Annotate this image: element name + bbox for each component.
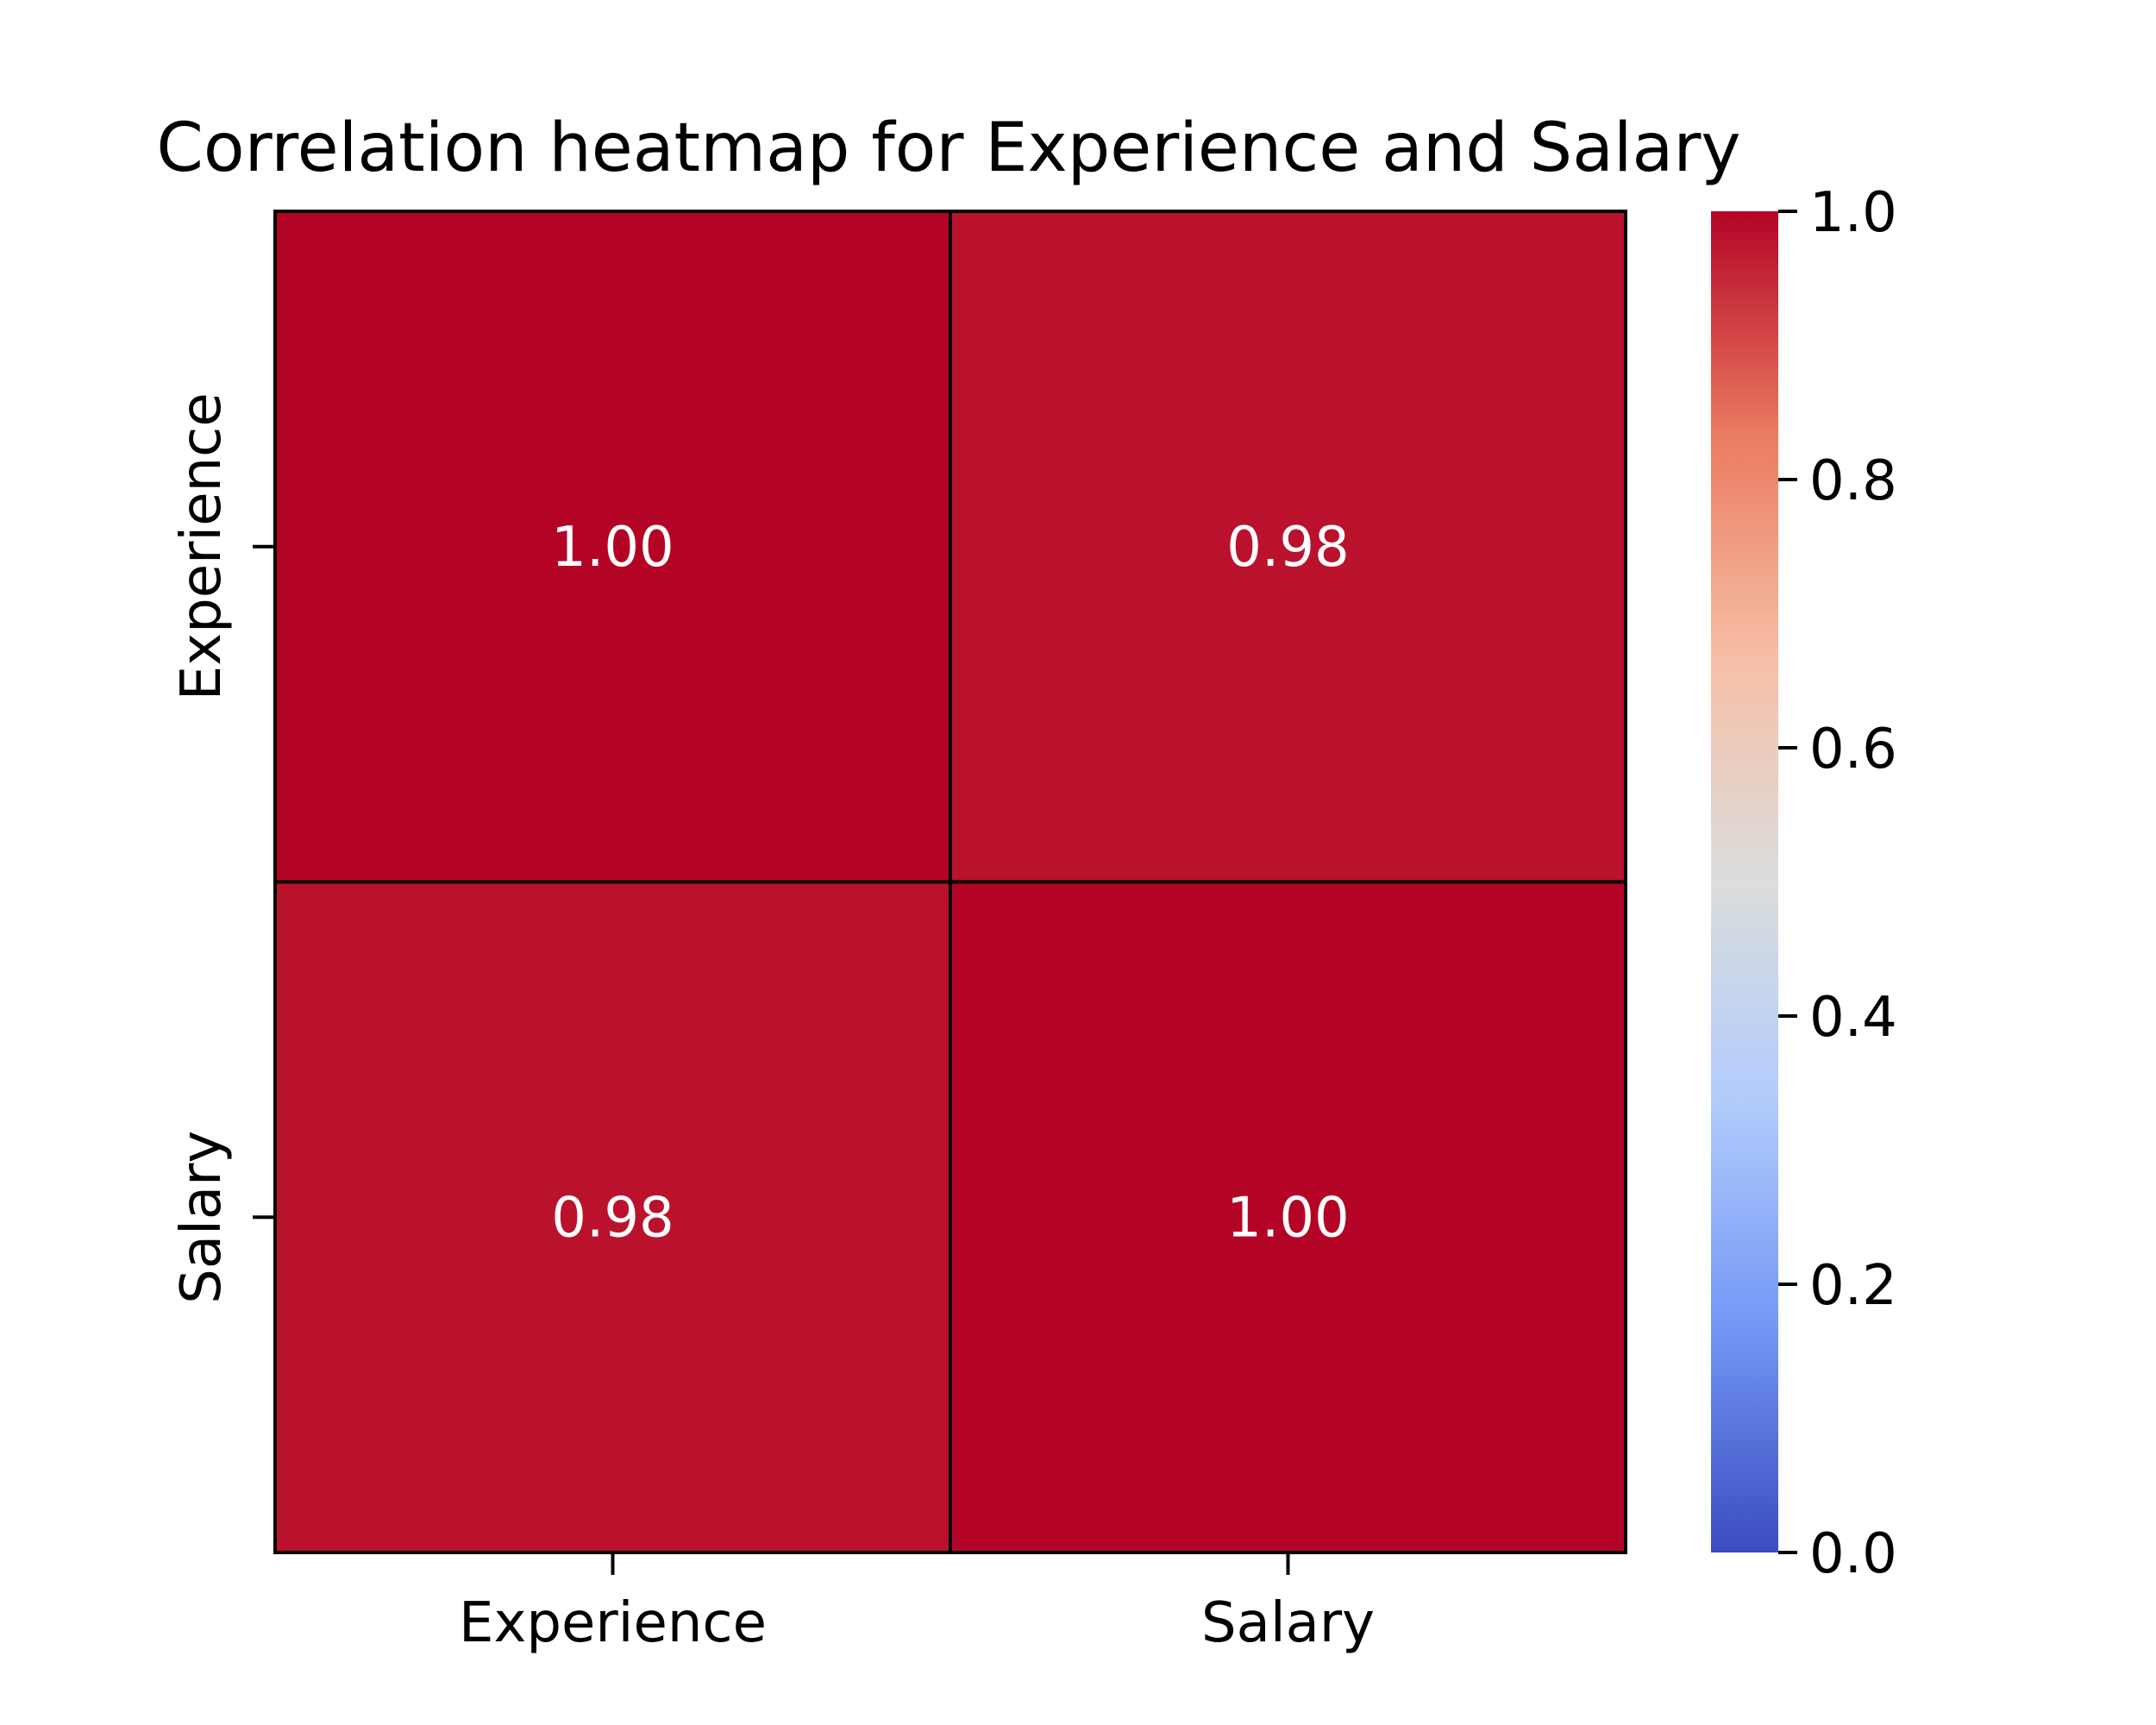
x-tick-label-0: Experience [459,1591,767,1655]
heatmap-cell-label-1-1: 1.00 [1226,1186,1350,1250]
colorbar-gradient [1711,211,1778,1552]
y-tick-label-0: Experience [170,392,234,700]
heatmap-cell-label-1-0: 0.98 [551,1186,674,1250]
colorbar-tick-label-0: 0.0 [1809,1522,1897,1586]
heatmap-cell-label-0-1: 0.98 [1226,516,1350,580]
colorbar-tick-label-3: 0.6 [1809,718,1897,781]
x-axis: Experience Salary [459,1552,1375,1655]
x-tick-label-1: Salary [1201,1591,1375,1655]
colorbar-ticks: 0.0 0.2 0.4 0.6 0.8 1.0 [1778,181,1897,1586]
y-axis: Experience Salary [170,392,275,1304]
colorbar-tick-label-1: 0.2 [1809,1254,1897,1318]
colorbar [1711,211,1778,1552]
heatmap-cell-1-0 [273,880,952,1554]
heatmap-cell-labels: 1.00 0.98 0.98 1.00 [551,516,1350,1251]
y-tick-label-1: Salary [170,1131,234,1304]
heatmap-cell-label-0-0: 1.00 [551,516,674,580]
heatmap-cells [273,210,1627,1554]
heatmap-cell-1-1 [949,880,1627,1554]
colorbar-tick-label-4: 0.8 [1809,449,1897,513]
colorbar-tick-label-2: 0.4 [1809,986,1897,1050]
heatmap-cell-0-0 [273,210,952,884]
chart-title: Correlation heatmap for Experience and S… [156,110,1740,187]
colorbar-tick-label-5: 1.0 [1809,181,1897,245]
heatmap-cell-0-1 [949,210,1627,884]
